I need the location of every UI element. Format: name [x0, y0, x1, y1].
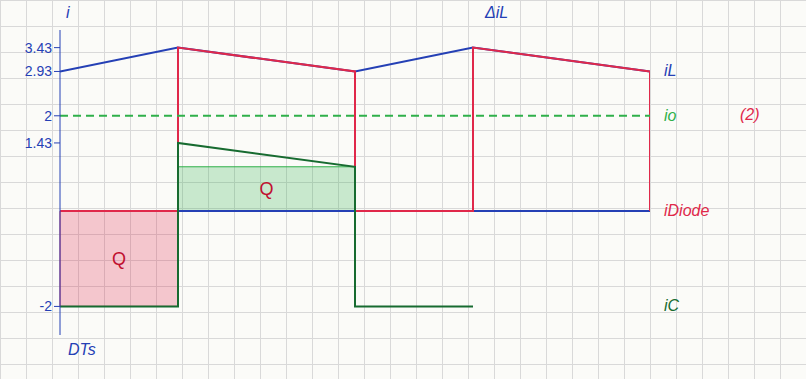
- svg-text:2: 2: [44, 108, 52, 124]
- html-text:iC: iC: [664, 297, 680, 315]
- svg-text:3.43: 3.43: [25, 40, 52, 56]
- svg-text:Q: Q: [112, 249, 126, 269]
- svg-text:-2: -2: [40, 298, 53, 314]
- html-text:iL: iL: [664, 62, 677, 80]
- html-text:i: i: [66, 4, 70, 21]
- html-text:(2): (2): [740, 105, 760, 123]
- html-text:iDiode: iDiode: [664, 202, 710, 220]
- html-text:DTs: DTs: [68, 341, 96, 358]
- svg-text:Q: Q: [259, 179, 273, 199]
- svg-text:2.93: 2.93: [25, 63, 52, 79]
- html-text:io: io: [664, 106, 677, 124]
- svg-text:1.43: 1.43: [25, 135, 52, 151]
- html-text:ΔiL: ΔiL: [485, 4, 509, 21]
